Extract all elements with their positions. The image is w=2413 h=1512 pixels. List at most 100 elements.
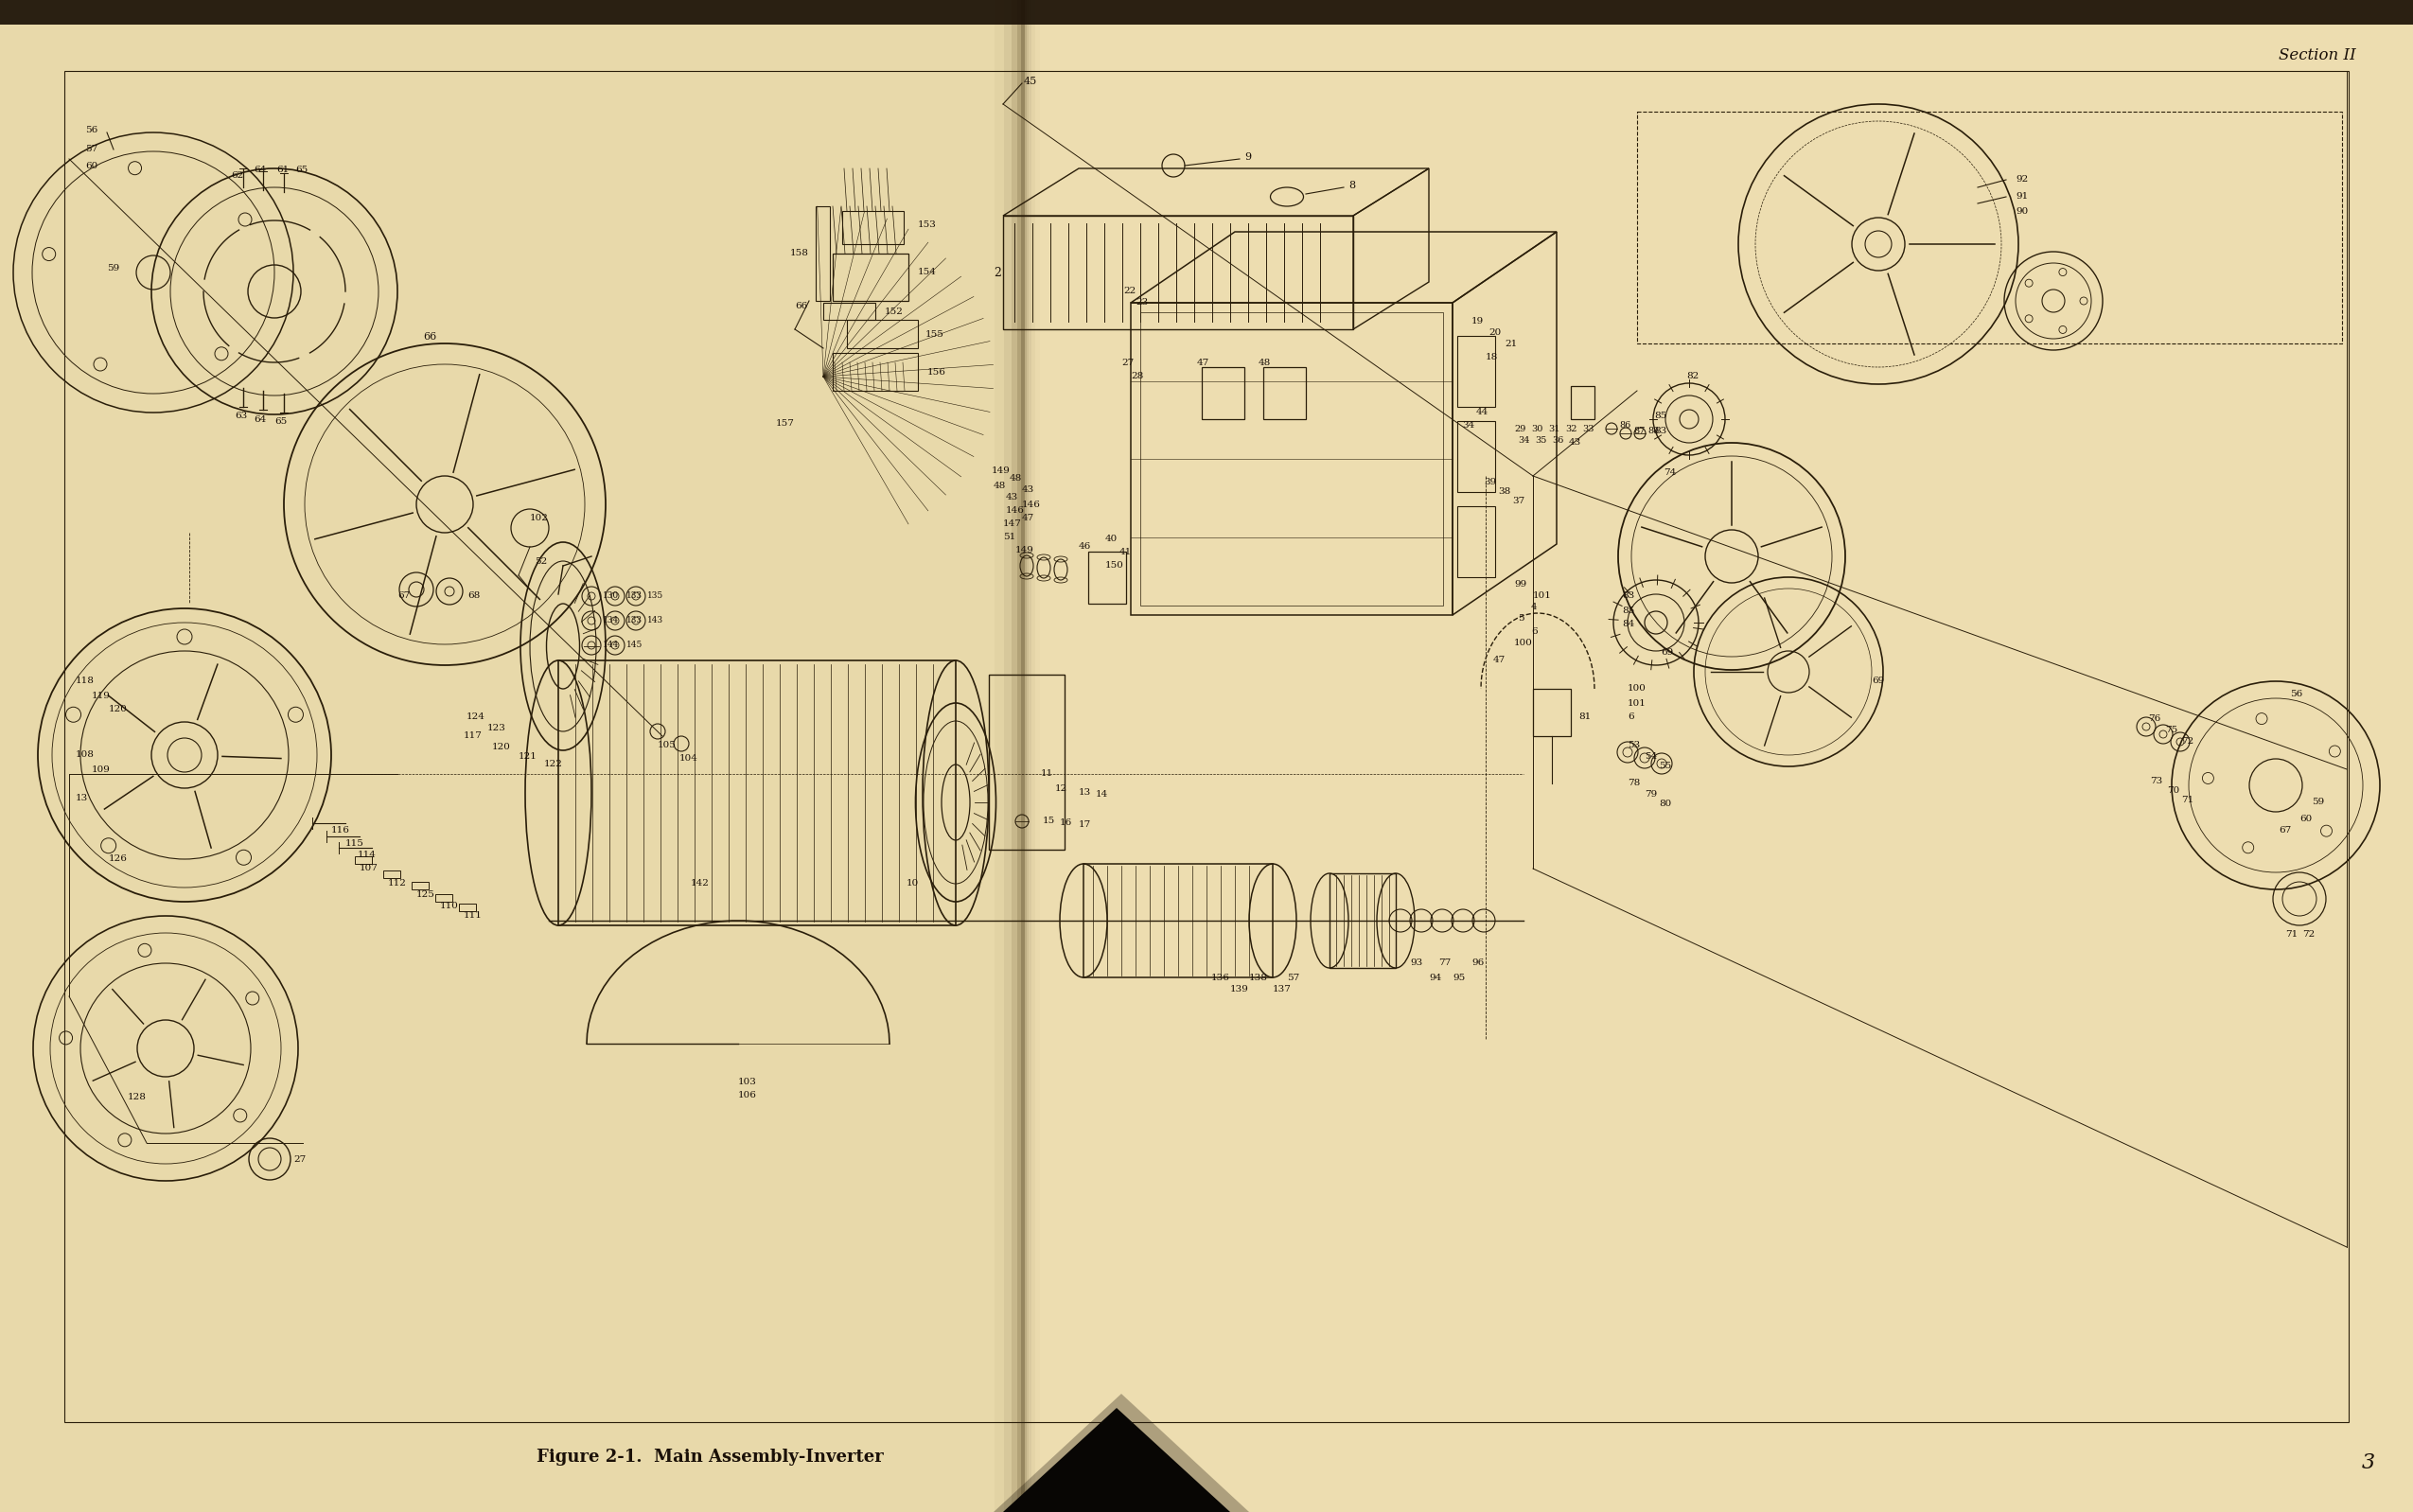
Text: 64: 64 (253, 166, 265, 174)
Text: 16: 16 (1059, 820, 1071, 827)
Bar (1264, 367, 1305, 419)
Text: 44: 44 (1477, 408, 1489, 417)
Bar (994, 0, 1026, 1512)
Text: 52: 52 (536, 556, 548, 565)
Polygon shape (1004, 1408, 1231, 1512)
Bar (434, 894, 451, 901)
Text: 138: 138 (1250, 974, 1267, 981)
Text: 135: 135 (647, 591, 664, 600)
Text: 149: 149 (992, 467, 1011, 475)
Text: 95: 95 (1453, 974, 1465, 981)
Text: Section II: Section II (2278, 47, 2355, 64)
Text: 106: 106 (738, 1092, 758, 1099)
Text: 11: 11 (1040, 770, 1054, 779)
Text: 66: 66 (422, 333, 437, 342)
Text: 12: 12 (1054, 783, 1067, 792)
Text: 111: 111 (463, 912, 483, 921)
Bar (847, 321, 917, 348)
Text: 154: 154 (917, 268, 936, 277)
Text: 147: 147 (1004, 519, 1021, 528)
Text: 43: 43 (1006, 493, 1018, 502)
Text: 86: 86 (1619, 422, 1631, 429)
Text: 13: 13 (75, 794, 89, 801)
Text: 67: 67 (398, 591, 410, 600)
Bar (557, 661, 956, 925)
Text: 87: 87 (1634, 426, 1646, 435)
Bar (65, 71, 2348, 1423)
Text: 71: 71 (2285, 930, 2297, 939)
Text: 125: 125 (417, 891, 434, 898)
Text: 102: 102 (531, 514, 548, 523)
Text: 81: 81 (1578, 714, 1590, 721)
Text: 8: 8 (1349, 181, 1356, 191)
Text: 122: 122 (543, 761, 562, 768)
Text: 61: 61 (277, 166, 290, 174)
Bar (1026, 0, 1030, 1512)
Text: 92: 92 (2015, 175, 2027, 184)
Text: 139: 139 (1231, 986, 1250, 993)
Bar (413, 881, 430, 889)
Text: 75: 75 (2164, 726, 2177, 735)
Text: 62: 62 (232, 172, 244, 180)
Text: 103: 103 (738, 1077, 758, 1086)
Bar (989, 674, 1064, 850)
Text: 117: 117 (463, 732, 483, 741)
Text: 40: 40 (1105, 535, 1117, 544)
Text: 48: 48 (994, 481, 1006, 490)
Text: 32: 32 (1566, 425, 1578, 432)
Text: 90: 90 (2015, 207, 2027, 215)
Text: 74: 74 (1663, 469, 1677, 478)
Text: 21: 21 (1506, 340, 1518, 349)
Text: 83: 83 (1653, 428, 1667, 435)
Text: 64: 64 (253, 414, 265, 423)
Text: 79: 79 (1646, 791, 1658, 798)
Text: 80: 80 (1658, 800, 1672, 809)
Text: 5: 5 (1518, 614, 1525, 623)
Text: 133: 133 (627, 617, 642, 624)
Polygon shape (994, 1394, 1250, 1512)
Text: Figure 2-1.  Main Assembly-Inverter: Figure 2-1. Main Assembly-Inverter (536, 1448, 883, 1465)
Text: 69: 69 (1660, 649, 1672, 658)
Text: 60: 60 (84, 162, 97, 171)
Bar (355, 856, 372, 863)
Text: 45: 45 (1023, 77, 1038, 86)
Text: 108: 108 (75, 751, 94, 759)
Polygon shape (0, 0, 1026, 1512)
Text: 17: 17 (1079, 821, 1091, 829)
Text: 143: 143 (647, 617, 664, 624)
Text: 41: 41 (1120, 547, 1132, 556)
Text: 157: 157 (777, 420, 794, 428)
Bar (1141, 313, 1443, 606)
Text: 47: 47 (1494, 656, 1506, 665)
Text: 158: 158 (789, 249, 808, 259)
Text: 136: 136 (1211, 974, 1231, 981)
Bar (1457, 420, 1496, 491)
Text: 46: 46 (1079, 543, 1091, 552)
Text: 4: 4 (1532, 603, 1537, 612)
Text: 83: 83 (1622, 591, 1634, 600)
Text: 150: 150 (1105, 561, 1124, 570)
Bar (1004, 216, 1354, 330)
Text: 22: 22 (1122, 287, 1137, 296)
Text: 39: 39 (1484, 478, 1496, 487)
Text: 115: 115 (345, 839, 364, 848)
Text: 88: 88 (1648, 426, 1660, 435)
Bar (1004, 0, 1026, 1512)
Text: 130: 130 (603, 591, 620, 600)
Text: 152: 152 (886, 308, 902, 316)
Text: 34: 34 (1462, 422, 1474, 429)
Text: 59: 59 (2312, 798, 2324, 806)
Bar (1088, 552, 1127, 603)
Text: 27: 27 (294, 1155, 306, 1163)
Text: 28: 28 (1132, 372, 1144, 381)
Text: 101: 101 (1629, 699, 1646, 708)
Text: 91: 91 (2015, 192, 2027, 201)
Text: 133: 133 (627, 591, 642, 600)
Text: 23: 23 (1137, 298, 1149, 307)
Text: 73: 73 (2150, 777, 2162, 786)
Text: 121: 121 (519, 753, 538, 761)
Text: 112: 112 (388, 878, 408, 888)
Text: 107: 107 (360, 865, 379, 872)
Text: 66: 66 (794, 301, 808, 310)
Text: 94: 94 (1428, 974, 1441, 981)
